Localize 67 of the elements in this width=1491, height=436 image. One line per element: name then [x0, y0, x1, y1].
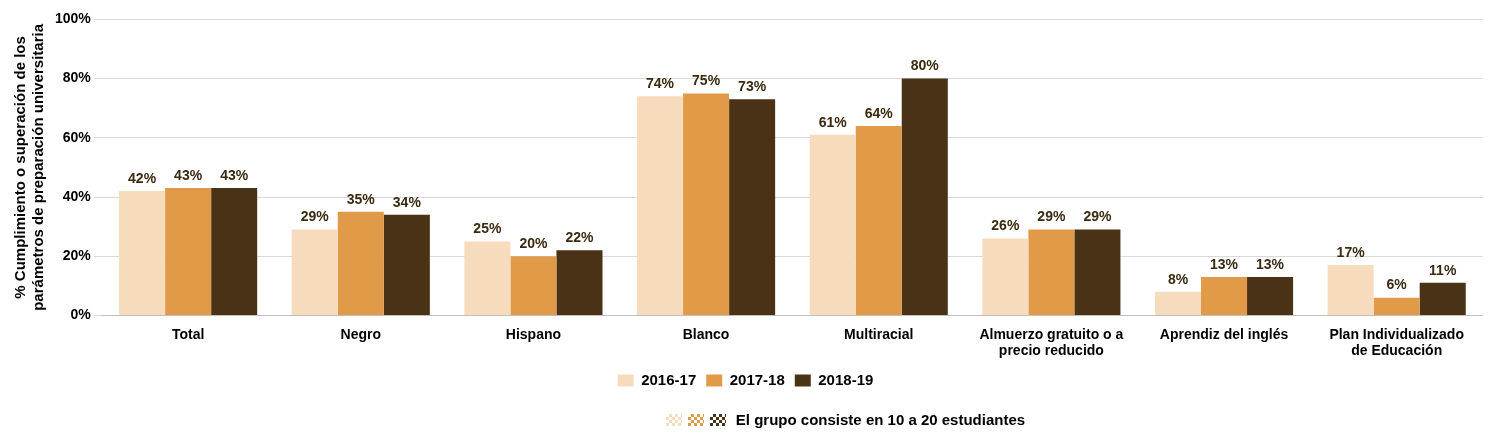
bar — [1327, 265, 1374, 315]
bar — [729, 99, 776, 315]
data-label: 13% — [1256, 255, 1285, 272]
data-label: 34% — [392, 193, 422, 210]
data-label: 17% — [1336, 243, 1366, 260]
data-label: 8% — [1167, 270, 1189, 287]
bar — [1201, 276, 1248, 315]
bar — [1028, 229, 1075, 315]
x-tick-label: Almuerzo gratuito o a precio reducido — [979, 325, 1124, 359]
bar — [1074, 229, 1121, 315]
bar — [556, 250, 603, 315]
data-label: 75% — [692, 72, 721, 89]
data-label: 13% — [1210, 255, 1239, 272]
text: El grupo consiste en 10 a 20 estudiantes — [735, 411, 1026, 428]
data-label: 29% — [300, 208, 330, 225]
bar — [464, 241, 511, 315]
data-label: 11% — [1429, 261, 1457, 278]
y-tick-label: 80% — [62, 69, 92, 86]
bar — [1373, 297, 1420, 315]
bar — [855, 125, 902, 315]
data-label: 42% — [128, 169, 157, 186]
bar — [683, 93, 730, 315]
y-tick-label: 60% — [62, 128, 92, 145]
y-tick-label: 0% — [70, 306, 92, 323]
x-tick-label: Blanco — [682, 325, 730, 342]
data-label: 29% — [1083, 208, 1112, 225]
data-label: 74% — [646, 75, 675, 92]
data-label: 80% — [910, 57, 940, 74]
legend-label: 2017-18 — [729, 370, 785, 388]
x-tick-label: Total — [171, 325, 205, 342]
x-tick-label: Hispano — [505, 325, 562, 342]
data-label: 29% — [1037, 208, 1066, 225]
bar — [165, 188, 212, 315]
bar — [291, 229, 338, 315]
data-label: 35% — [346, 190, 376, 207]
bar — [982, 238, 1029, 315]
y-axis-title: % Cumplimiento o superación de los parámetros de preparación universitaria — [11, 23, 47, 311]
data-label: 73% — [738, 78, 767, 95]
bar — [119, 191, 166, 315]
data-label: 25% — [473, 220, 502, 237]
bar — [1154, 291, 1202, 315]
data-label: 64% — [864, 104, 894, 121]
bar — [383, 214, 430, 315]
data-label: 26% — [991, 217, 1020, 234]
bar — [901, 78, 948, 315]
bar — [809, 134, 856, 315]
legend-label: 2018-19 — [818, 370, 874, 388]
data-label: 43% — [220, 166, 249, 183]
y-tick-label: 40% — [62, 187, 92, 204]
bar — [337, 211, 384, 315]
bar — [510, 256, 557, 315]
y-tick-label: 100% — [54, 10, 92, 27]
bar — [211, 188, 258, 315]
data-label: 20% — [519, 235, 548, 252]
x-tick-label: Plan Individualizado de Educación — [1329, 325, 1464, 359]
data-label: 22% — [565, 229, 595, 246]
x-tick-label: Multiracial — [844, 325, 914, 342]
data-label: 61% — [818, 113, 848, 130]
y-tick-label: 20% — [62, 247, 92, 264]
legend-label: 2016-17 — [641, 370, 697, 388]
data-label: 6% — [1386, 276, 1408, 293]
bar — [637, 96, 684, 315]
bar — [1419, 282, 1466, 315]
data-label: 43% — [174, 166, 203, 183]
x-tick-label: Aprendiz del inglés — [1159, 325, 1289, 342]
x-tick-label: Negro — [340, 325, 382, 342]
bar — [1247, 276, 1294, 315]
